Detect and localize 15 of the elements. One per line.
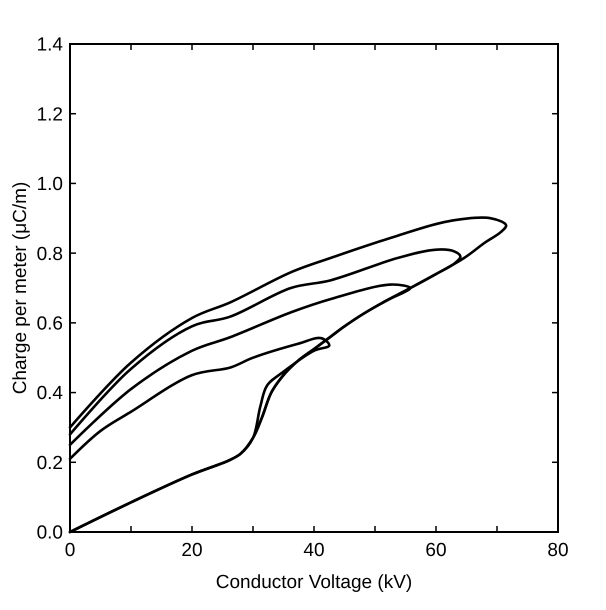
x-tick-label: 80 — [547, 540, 569, 561]
y-axis-title: Charge per meter (μC/m) — [10, 182, 31, 394]
x-tick-label: 0 — [64, 540, 76, 561]
y-tick-label: 0.4 — [36, 383, 64, 404]
y-tick-label: 1.2 — [36, 104, 63, 126]
x-tick-label: 40 — [303, 540, 325, 561]
y-tick-label: 0.0 — [36, 522, 63, 544]
y-tick-label: 0.8 — [36, 244, 63, 265]
x-tick-label: 60 — [425, 540, 447, 561]
x-axis-title: Conductor Voltage (kV) — [216, 572, 412, 593]
y-tick-label: 1.0 — [36, 174, 63, 196]
y-tick-label: 0.6 — [36, 314, 63, 335]
y-tick-label: 0.2 — [36, 452, 63, 474]
y-tick-label: 1.4 — [36, 34, 64, 56]
x-tick-label: 20 — [181, 540, 203, 561]
